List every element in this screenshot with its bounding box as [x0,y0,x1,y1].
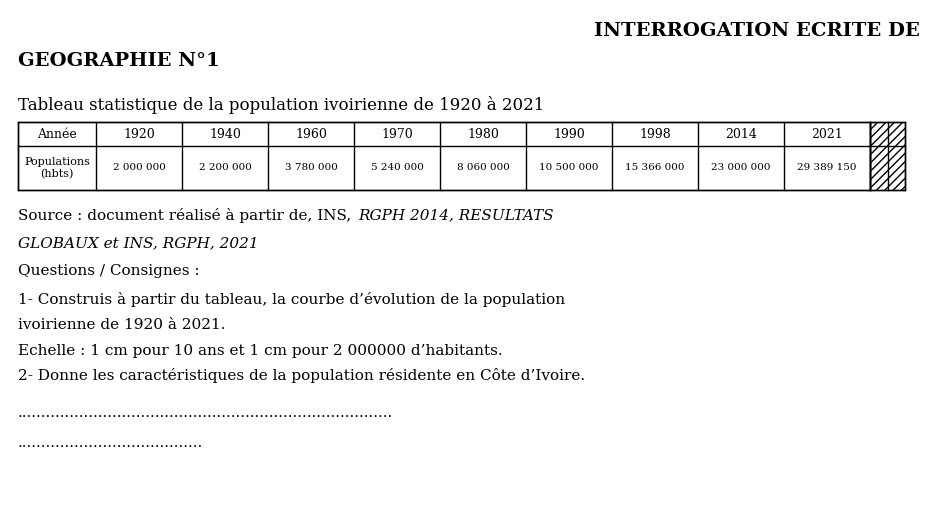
Text: 1960: 1960 [295,127,327,140]
Text: 2- Donne les caractéristiques de la population résidente en Côte d’Ivoire.: 2- Donne les caractéristiques de la popu… [18,368,585,383]
Text: 1940: 1940 [209,127,241,140]
Text: ...............................................................................: ........................................… [18,406,393,420]
Text: 2 200 000: 2 200 000 [199,163,251,172]
Text: Questions / Consignes :: Questions / Consignes : [18,264,200,278]
Text: ivoirienne de 1920 à 2021.: ivoirienne de 1920 à 2021. [18,318,226,332]
Text: RGPH 2014, RESULTATS: RGPH 2014, RESULTATS [358,208,553,222]
Bar [870,122,905,190]
Text: 29 389 150: 29 389 150 [798,163,856,172]
Text: 1- Construis à partir du tableau, la courbe d’évolution de la population: 1- Construis à partir du tableau, la cou… [18,292,565,307]
Text: 1980: 1980 [467,127,499,140]
Text: 23 000 000: 23 000 000 [711,163,771,172]
Text: 8 060 000: 8 060 000 [456,163,509,172]
Text: 3 780 000: 3 780 000 [285,163,338,172]
Text: 1990: 1990 [553,127,585,140]
Text: GEOGRAPHIE N°1: GEOGRAPHIE N°1 [18,52,220,70]
Bar [18,122,870,190]
Text: 1970: 1970 [381,127,413,140]
Text: 10 500 000: 10 500 000 [539,163,599,172]
Text: 15 366 000: 15 366 000 [625,163,685,172]
Text: 2 000 000: 2 000 000 [113,163,165,172]
Text: 1920: 1920 [123,127,155,140]
Text: .......................................: ....................................... [18,436,203,450]
Text: 2021: 2021 [811,127,842,140]
Text: Source : document réalisé à partir de, INS,: Source : document réalisé à partir de, I… [18,208,356,223]
Text: GLOBAUX et INS, RGPH, 2021: GLOBAUX et INS, RGPH, 2021 [18,236,258,250]
Text: Echelle : 1 cm pour 10 ans et 1 cm pour 2 000000 d’habitants.: Echelle : 1 cm pour 10 ans et 1 cm pour … [18,344,503,358]
Text: 1998: 1998 [639,127,671,140]
Text: 2014: 2014 [725,127,757,140]
Text: 5 240 000: 5 240 000 [370,163,424,172]
Text: Tableau statistique de la population ivoirienne de 1920 à 2021: Tableau statistique de la population ivo… [18,96,544,114]
Text: Année: Année [37,127,77,140]
Text: Populations
(hbts): Populations (hbts) [24,157,90,180]
Text: INTERROGATION ECRITE DE: INTERROGATION ECRITE DE [594,22,920,40]
